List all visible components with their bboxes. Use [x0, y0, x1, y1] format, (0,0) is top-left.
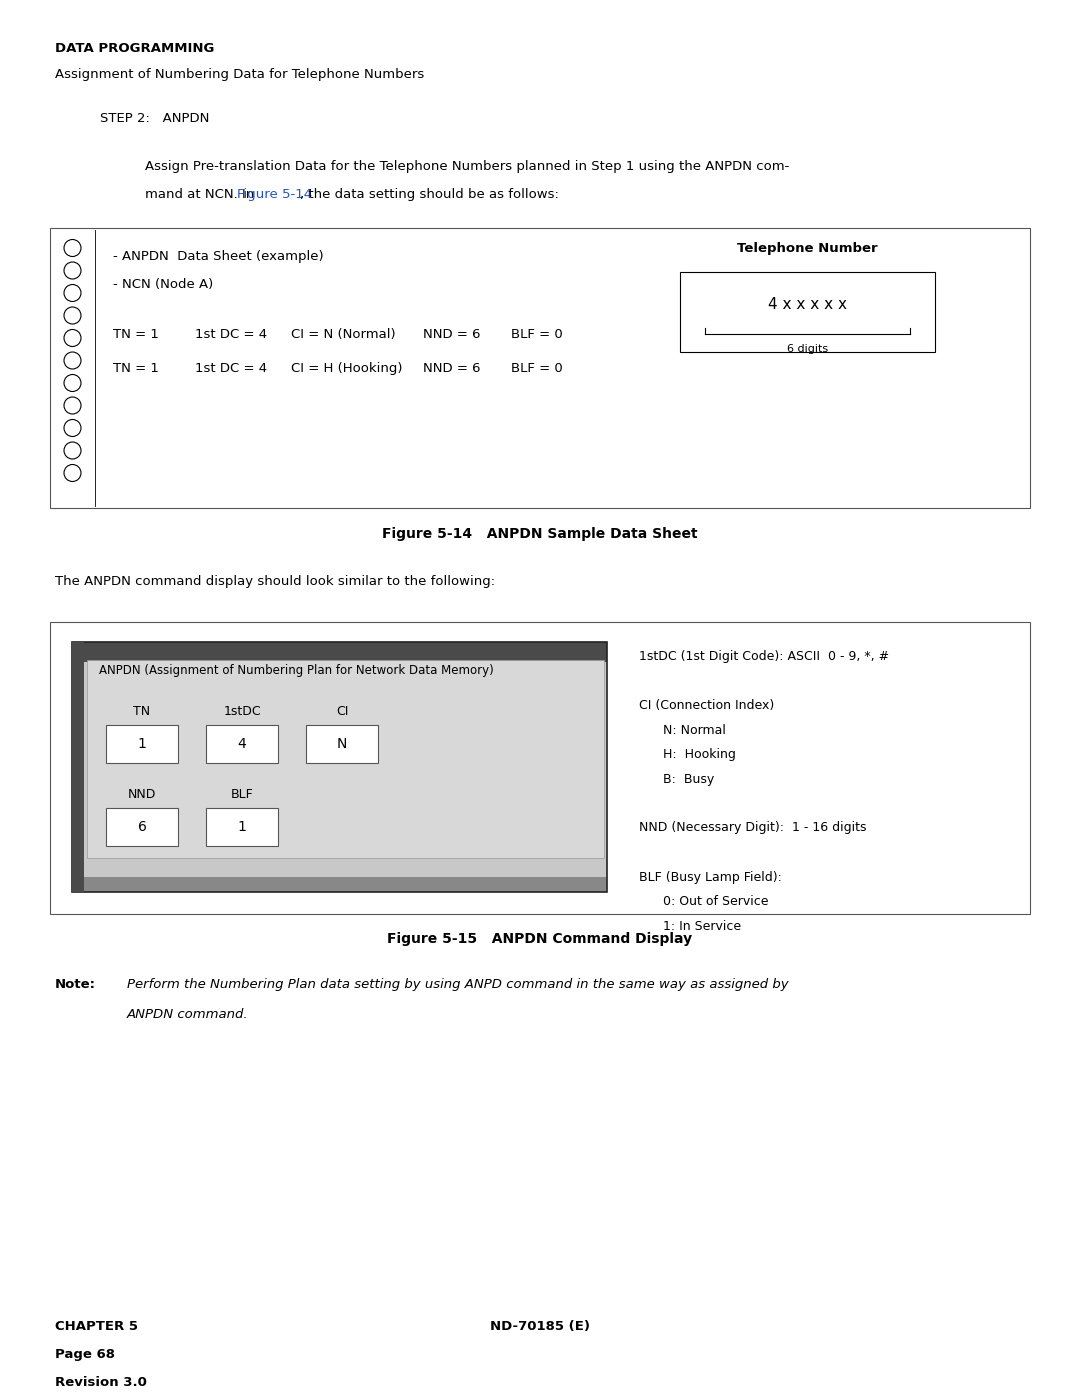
- Text: CI (Connection Index): CI (Connection Index): [639, 698, 774, 712]
- Text: TN = 1: TN = 1: [113, 362, 159, 374]
- Text: The ANPDN command display should look similar to the following:: The ANPDN command display should look si…: [55, 576, 495, 588]
- Text: Telephone Number: Telephone Number: [738, 242, 878, 256]
- Text: Figure 5-14: Figure 5-14: [237, 189, 312, 201]
- Text: 1st DC = 4: 1st DC = 4: [195, 328, 267, 341]
- Text: N: Normal: N: Normal: [639, 724, 726, 736]
- Text: ANPDN command.: ANPDN command.: [127, 1009, 248, 1021]
- Bar: [72, 643, 84, 893]
- Bar: [72, 643, 607, 893]
- Text: NND (Necessary Digit):  1 - 16 digits: NND (Necessary Digit): 1 - 16 digits: [639, 821, 866, 834]
- Bar: [206, 807, 278, 847]
- Text: Page 68: Page 68: [55, 1348, 114, 1361]
- Text: CI = N (Normal): CI = N (Normal): [291, 328, 395, 341]
- Text: H:  Hooking: H: Hooking: [639, 747, 735, 761]
- Text: mand at NCN. In: mand at NCN. In: [145, 189, 258, 201]
- Text: - ANPDN  Data Sheet (example): - ANPDN Data Sheet (example): [113, 250, 324, 263]
- Text: BLF: BLF: [231, 788, 254, 800]
- Text: Revision 3.0: Revision 3.0: [55, 1376, 147, 1389]
- Text: , the data setting should be as follows:: , the data setting should be as follows:: [300, 189, 559, 201]
- Text: 1: 1: [238, 820, 246, 834]
- Text: BLF (Busy Lamp Field):: BLF (Busy Lamp Field):: [639, 870, 782, 883]
- Text: 1: 1: [137, 738, 147, 752]
- Bar: [306, 725, 378, 763]
- Text: Perform the Numbering Plan data setting by using ANPD command in the same way as: Perform the Numbering Plan data setting …: [127, 978, 788, 990]
- Bar: [206, 725, 278, 763]
- Bar: [106, 725, 178, 763]
- Text: DATA PROGRAMMING: DATA PROGRAMMING: [55, 42, 214, 54]
- Text: BLF = 0: BLF = 0: [511, 362, 563, 374]
- Text: CI = H (Hooking): CI = H (Hooking): [291, 362, 403, 374]
- Text: STEP 2:   ANPDN: STEP 2: ANPDN: [100, 112, 210, 124]
- Text: Figure 5-14   ANPDN Sample Data Sheet: Figure 5-14 ANPDN Sample Data Sheet: [382, 527, 698, 541]
- Text: CI: CI: [336, 705, 348, 718]
- Bar: [72, 877, 607, 893]
- Text: B:  Busy: B: Busy: [639, 773, 714, 785]
- Text: 1stDC: 1stDC: [224, 705, 260, 718]
- Text: Assign Pre-translation Data for the Telephone Numbers planned in Step 1 using th: Assign Pre-translation Data for the Tele…: [145, 161, 789, 173]
- Text: NND: NND: [127, 788, 157, 800]
- Bar: [680, 272, 935, 352]
- Text: 6 digits: 6 digits: [787, 344, 828, 353]
- Bar: [72, 643, 607, 662]
- Text: - NCN (Node A): - NCN (Node A): [113, 278, 213, 291]
- Text: 1: In Service: 1: In Service: [639, 919, 741, 933]
- Text: BLF = 0: BLF = 0: [511, 328, 563, 341]
- Text: 4 x x x x x: 4 x x x x x: [768, 298, 847, 312]
- Text: ANPDN (Assignment of Numbering Plan for Network Data Memory): ANPDN (Assignment of Numbering Plan for …: [99, 664, 494, 678]
- Text: CHAPTER 5: CHAPTER 5: [55, 1320, 138, 1333]
- Bar: [87, 659, 604, 858]
- Text: NND = 6: NND = 6: [423, 328, 481, 341]
- Bar: [72, 662, 607, 893]
- Text: Note:: Note:: [55, 978, 96, 990]
- Text: 4: 4: [238, 738, 246, 752]
- Text: Figure 5-15   ANPDN Command Display: Figure 5-15 ANPDN Command Display: [388, 932, 692, 946]
- Bar: [106, 807, 178, 847]
- Text: TN = 1: TN = 1: [113, 328, 159, 341]
- Bar: [50, 228, 1030, 509]
- Bar: [50, 622, 1030, 914]
- Text: N: N: [337, 738, 347, 752]
- Text: 6: 6: [137, 820, 147, 834]
- Text: 0: Out of Service: 0: Out of Service: [639, 895, 769, 908]
- Text: TN: TN: [134, 705, 150, 718]
- Text: 1st DC = 4: 1st DC = 4: [195, 362, 267, 374]
- Text: Assignment of Numbering Data for Telephone Numbers: Assignment of Numbering Data for Telepho…: [55, 68, 424, 81]
- Text: NND = 6: NND = 6: [423, 362, 481, 374]
- Text: ND-70185 (E): ND-70185 (E): [490, 1320, 590, 1333]
- Text: 1stDC (1st Digit Code): ASCII  0 - 9, *, #: 1stDC (1st Digit Code): ASCII 0 - 9, *, …: [639, 650, 889, 664]
